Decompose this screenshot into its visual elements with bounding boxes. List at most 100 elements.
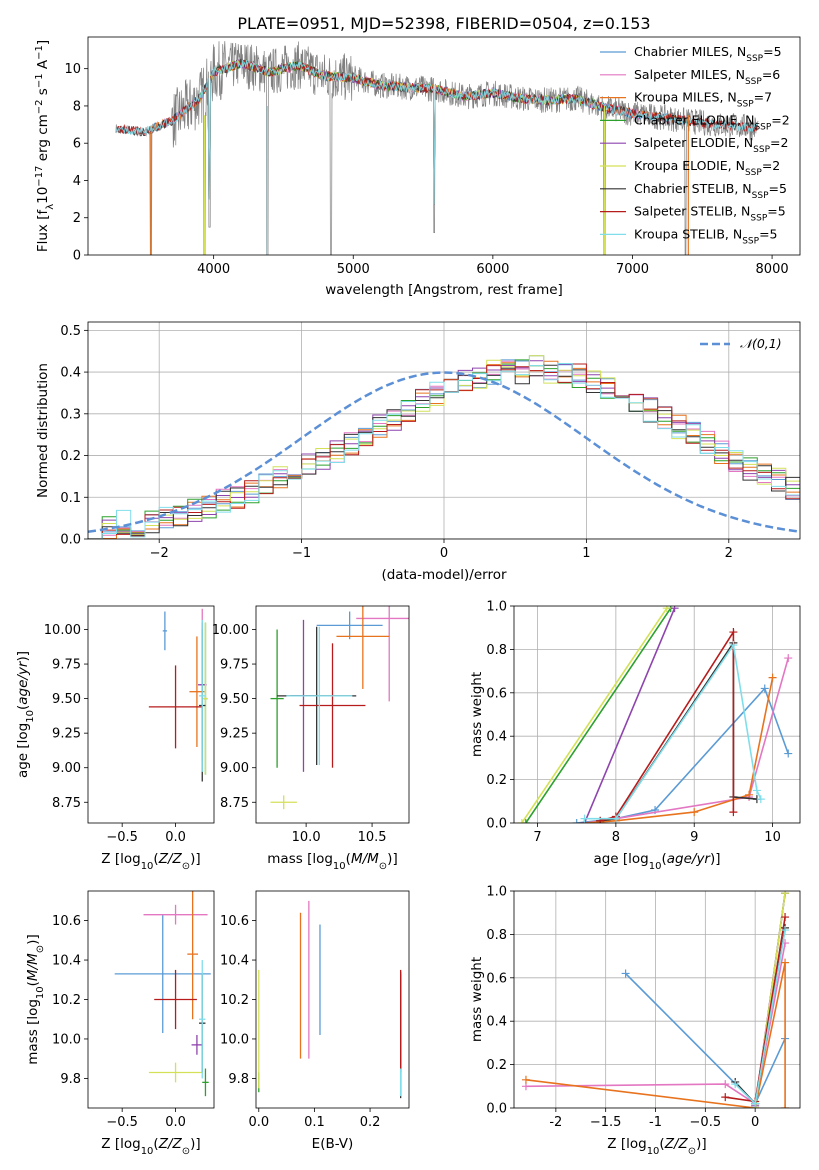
label-part: Z [log <box>101 1136 140 1152</box>
x-tick-label: 0.0 <box>165 1115 186 1130</box>
x-tick-label: 1 <box>582 546 590 561</box>
weight-marker-salp_miles <box>721 1080 730 1089</box>
legend-entry: Kroupa ELODIE, NSSP=2 <box>634 158 780 178</box>
y-tick-label: 9.50 <box>220 692 249 707</box>
x-tick-label: 10 <box>764 830 781 845</box>
y-tick-label: 0.6 <box>486 686 507 701</box>
weight-marker-salp_stelib <box>781 913 790 922</box>
x-tick-label: −0.5 <box>106 830 138 845</box>
label-part: wavelength [Angstrom, rest frame] <box>325 282 563 298</box>
x-tick-label: 2 <box>725 546 733 561</box>
label-part: 10 <box>35 986 46 999</box>
histogram-salp_stelib <box>88 363 800 539</box>
axes-frame <box>255 605 410 824</box>
label-part: )] <box>387 851 398 867</box>
x-tick-label: -2 <box>549 1115 562 1130</box>
label-part: 10 <box>35 187 51 204</box>
y-tick-label: 0.0 <box>486 1102 507 1117</box>
legend-count: =5 <box>763 44 781 59</box>
label-part: M/M <box>25 953 41 981</box>
legend-sub: SSP <box>754 122 771 132</box>
y-tick-label: 10.00 <box>212 623 249 638</box>
legend-count: =2 <box>770 135 788 150</box>
legend-entry: Salpeter STELIB, NSSP=5 <box>634 204 786 224</box>
label-part: )] <box>190 851 201 867</box>
weight-marker-krou_stelib <box>752 786 761 795</box>
label-part: −1 <box>34 73 45 88</box>
y-tick-label: 0.0 <box>60 533 81 548</box>
x-tick-label: 8 <box>612 830 620 845</box>
weight-marker-krou_elodie <box>517 819 526 823</box>
weight-marker-salp_stelib <box>721 1093 730 1102</box>
y-axis-label: Normed distribution <box>35 363 51 498</box>
legend-count: =6 <box>762 67 780 82</box>
legend-label: Salpeter MILES, N <box>634 67 745 82</box>
legend-label: Salpeter STELIB, N <box>634 204 750 219</box>
label-part: )] <box>696 1136 707 1152</box>
y-tick-label: 2 <box>73 211 81 226</box>
legend-sub: SSP <box>752 191 769 201</box>
label-part: Z/Z <box>158 1136 183 1152</box>
weight-marker-chab_miles <box>760 684 769 693</box>
weight-line-krou_stelib <box>584 642 762 820</box>
plot-area <box>115 41 759 255</box>
x-tick-label: −0.5 <box>106 1115 138 1130</box>
weight-line-salp_miles <box>584 657 789 823</box>
x-axis-label: (data-model)/error <box>381 567 507 583</box>
plot-area <box>114 891 211 1097</box>
legend-sub: SSP <box>742 236 759 246</box>
model-line-krou_stelib <box>115 59 759 205</box>
label-part: ⊙ <box>182 861 190 872</box>
y-tick-label: 0.5 <box>60 324 81 339</box>
y-tick-label: 8.75 <box>220 796 249 811</box>
y-tick-label: 6 <box>73 137 81 152</box>
label-part: 10 <box>649 861 662 872</box>
y-axis-label: age [log10(age/yr)] <box>15 651 36 778</box>
label-part: ( <box>346 851 351 867</box>
label-part: Z [log <box>101 851 140 867</box>
label-part: 10 <box>647 1146 660 1157</box>
label-part: −1 <box>34 45 45 60</box>
legend-label: Salpeter ELODIE, N <box>634 135 753 150</box>
label-part: E(B-V) <box>312 1136 354 1152</box>
y-tick-label: 10 <box>64 62 81 77</box>
panel-8: -2 −1.5 -1 −0.5 0 0.0 0.2 0.4 0.6 0.8 1.0 Z [log10(… <box>469 885 801 1157</box>
y-tick-label: 10.2 <box>220 993 249 1008</box>
label-part: −2 <box>34 99 45 114</box>
legend-sub: SSP <box>746 54 763 64</box>
axes-frame <box>87 890 215 1109</box>
panel-4: 10.0 10.5 8.75 9.00 9.25 9.50 9.75 10.00 mass [l… <box>212 605 410 872</box>
panel-2: −2 −1 0 1 2 0.0 0.1 0.2 0.3 0.4 0.5 𝒩(0,1) (data-mod… <box>35 321 801 583</box>
legend-entry: Kroupa STELIB, NSSP=5 <box>634 226 778 246</box>
x-tick-label: −1.5 <box>590 1115 622 1130</box>
legend-entry: Chabrier ELODIE, NSSP=2 <box>634 112 790 132</box>
x-axis-label: E(B-V) <box>312 1136 354 1152</box>
label-part: )] <box>15 651 31 662</box>
weight-line-krou_elodie <box>521 607 668 823</box>
weight-marker-krou_miles <box>521 1075 530 1084</box>
y-axis-label: mass weight <box>469 957 485 1042</box>
x-tick-label: −2 <box>150 546 169 561</box>
legend-entry: 𝒩(0,1) <box>740 336 782 351</box>
model-line-salp_miles <box>148 59 689 205</box>
label-part: −17 <box>34 166 45 187</box>
weight-marker-krou_stelib <box>729 641 738 650</box>
plot-area <box>514 891 800 1108</box>
y-tick-label: 0.3 <box>60 407 81 422</box>
axes-frame <box>255 890 410 1109</box>
y-tick-label: 9.00 <box>220 761 249 776</box>
x-tick-label: 10.5 <box>358 830 387 845</box>
weight-marker-chab_miles <box>572 819 581 823</box>
weight-marker-salp_elodie <box>670 606 679 613</box>
label-part: )] <box>190 1136 201 1152</box>
y-tick-label: 9.75 <box>220 658 249 673</box>
y-axis-label: mass [log10(M/M⊙)] <box>25 934 46 1064</box>
spectrum-data-line <box>115 41 759 255</box>
model-line-krou_miles <box>148 60 689 205</box>
plot-area <box>514 606 800 823</box>
weight-marker-krou_elodie <box>781 891 790 898</box>
legend-label: Kroupa STELIB, N <box>634 226 742 241</box>
